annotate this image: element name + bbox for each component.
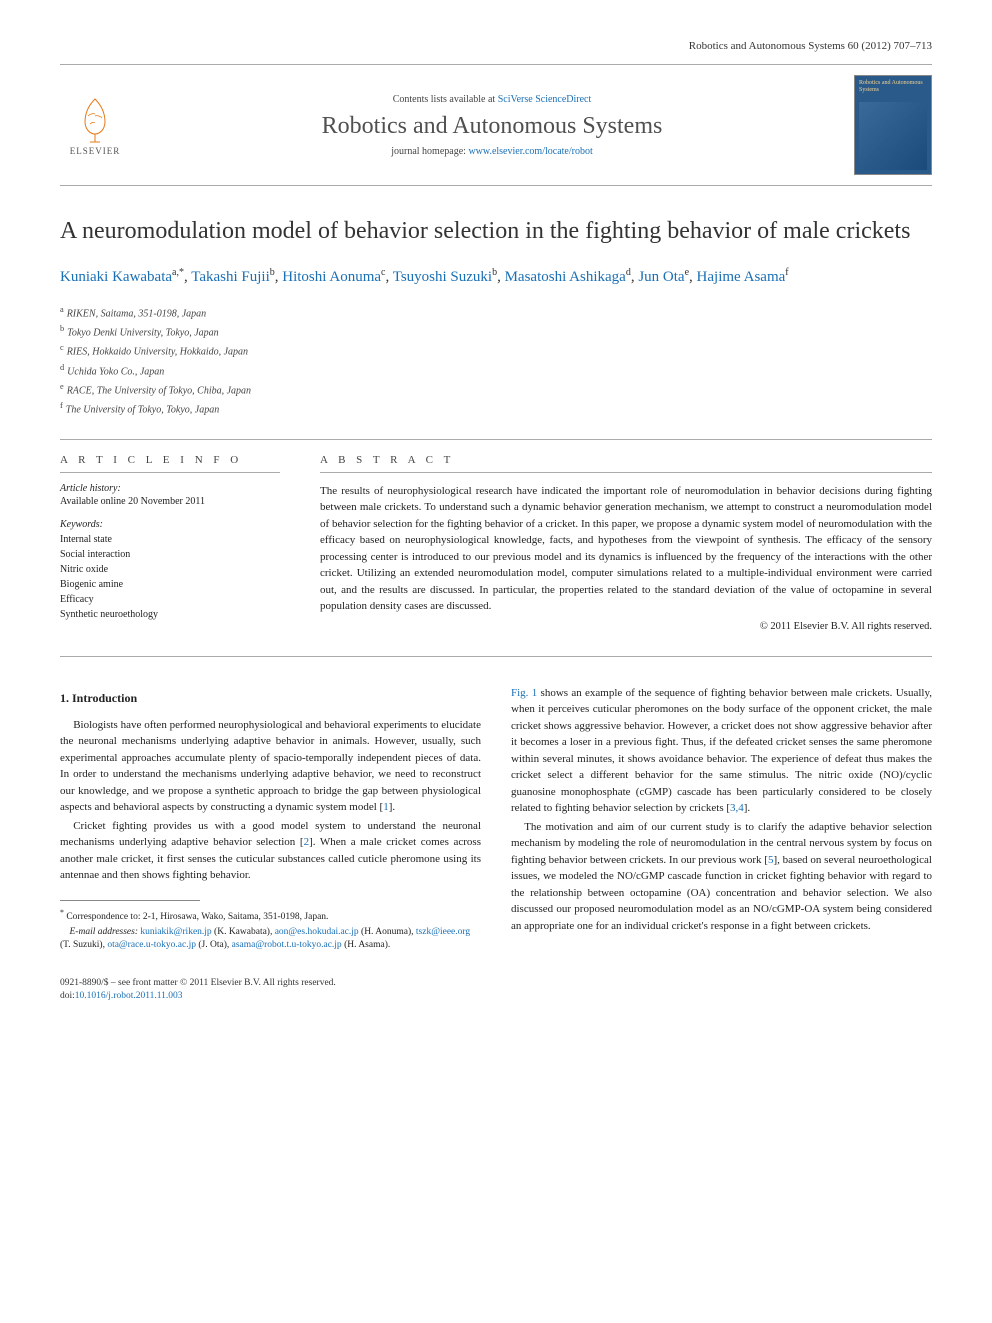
masthead: ELSEVIER Contents lists available at Sci… xyxy=(60,64,932,186)
correspondence-note: * Correspondence to: 2-1, Hirosawa, Wako… xyxy=(60,907,481,924)
author-link[interactable]: Hitoshi Aonuma xyxy=(282,269,381,285)
publisher-logo[interactable]: ELSEVIER xyxy=(60,90,130,160)
article-info-heading: A R T I C L E I N F O xyxy=(60,454,280,473)
author-link[interactable]: Hajime Asama xyxy=(697,269,786,285)
contents-prefix: Contents lists available at xyxy=(393,94,498,105)
body-paragraph: Biologists have often performed neurophy… xyxy=(60,717,481,816)
section-heading: 1. Introduction xyxy=(60,689,481,707)
article-info: A R T I C L E I N F O Article history: A… xyxy=(60,454,280,632)
author-link[interactable]: Kuniaki Kawabata xyxy=(60,269,172,285)
publisher-name: ELSEVIER xyxy=(70,146,121,156)
keywords-label: Keywords: xyxy=(60,519,280,530)
doi-line: doi:10.1016/j.robot.2011.11.003 xyxy=(60,990,932,1003)
affiliations: aRIKEN, Saitama, 351-0198, Japan bTokyo … xyxy=(60,303,932,419)
elsevier-tree-icon xyxy=(70,94,120,144)
keyword: Synthetic neuroethology xyxy=(60,607,280,622)
footnote-separator xyxy=(60,900,200,901)
journal-cover-thumb[interactable]: Robotics and Autonomous Systems xyxy=(854,75,932,175)
author-link[interactable]: Jun Ota xyxy=(638,269,684,285)
body-paragraph: Fig. 1 shows an example of the sequence … xyxy=(511,685,932,817)
body-paragraph: Cricket fighting provides us with a good… xyxy=(60,818,481,884)
article-title: A neuromodulation model of behavior sele… xyxy=(60,216,932,247)
abstract-text: The results of neurophysiological resear… xyxy=(320,483,932,615)
contents-line: Contents lists available at SciVerse Sci… xyxy=(150,94,834,105)
cover-image xyxy=(859,102,927,170)
email-addresses: E-mail addresses: kuniakik@riken.jp (K. … xyxy=(60,926,481,953)
body-text: 1. Introduction Biologists have often pe… xyxy=(60,685,932,953)
cover-title: Robotics and Autonomous Systems xyxy=(855,76,931,98)
affiliation: fThe University of Tokyo, Tokyo, Japan xyxy=(60,399,932,418)
email-link[interactable]: ota@race.u-tokyo.ac.jp xyxy=(107,940,196,950)
keywords-list: Internal state Social interaction Nitric… xyxy=(60,532,280,622)
keyword: Biogenic amine xyxy=(60,577,280,592)
affiliation: eRACE, The University of Tokyo, Chiba, J… xyxy=(60,380,932,399)
abstract-copyright: © 2011 Elsevier B.V. All rights reserved… xyxy=(320,621,932,632)
affiliation: dUchida Yoko Co., Japan xyxy=(60,361,932,380)
page-footer: 0921-8890/$ – see front matter © 2011 El… xyxy=(60,977,932,1004)
doi-link[interactable]: 10.1016/j.robot.2011.11.003 xyxy=(75,991,183,1001)
citation-link[interactable]: 3,4 xyxy=(730,802,744,814)
sciencedirect-link[interactable]: SciVerse ScienceDirect xyxy=(498,94,592,105)
keyword: Efficacy xyxy=(60,592,280,607)
author-link[interactable]: Takashi Fujii xyxy=(191,269,270,285)
author-link[interactable]: Masatoshi Ashikaga xyxy=(505,269,626,285)
homepage-link[interactable]: www.elsevier.com/locate/robot xyxy=(468,146,592,157)
keyword: Social interaction xyxy=(60,547,280,562)
email-link[interactable]: asama@robot.t.u-tokyo.ac.jp xyxy=(232,940,342,950)
email-link[interactable]: kuniakik@riken.jp xyxy=(140,927,211,937)
journal-title: Robotics and Autonomous Systems xyxy=(150,113,834,140)
affiliation: bTokyo Denki University, Tokyo, Japan xyxy=(60,322,932,341)
author-link[interactable]: Tsuyoshi Suzuki xyxy=(393,269,492,285)
history-text: Available online 20 November 2011 xyxy=(60,496,280,507)
history-label: Article history: xyxy=(60,483,280,494)
keyword: Nitric oxide xyxy=(60,562,280,577)
footnotes: * Correspondence to: 2-1, Hirosawa, Wako… xyxy=(60,907,481,953)
author-list: Kuniaki Kawabataa,*, Takashi Fujiib, Hit… xyxy=(60,265,932,289)
homepage-prefix: journal homepage: xyxy=(391,146,468,157)
body-paragraph: The motivation and aim of our current st… xyxy=(511,819,932,935)
affiliation: cRIES, Hokkaido University, Hokkaido, Ja… xyxy=(60,341,932,360)
email-link[interactable]: tszk@ieee.org xyxy=(416,927,470,937)
abstract: A B S T R A C T The results of neurophys… xyxy=(320,454,932,632)
masthead-center: Contents lists available at SciVerse Sci… xyxy=(150,94,834,157)
email-link[interactable]: aon@es.hokudai.ac.jp xyxy=(275,927,359,937)
running-head: Robotics and Autonomous Systems 60 (2012… xyxy=(60,40,932,52)
keyword: Internal state xyxy=(60,532,280,547)
abstract-heading: A B S T R A C T xyxy=(320,454,932,473)
info-abstract-row: A R T I C L E I N F O Article history: A… xyxy=(60,439,932,657)
homepage-line: journal homepage: www.elsevier.com/locat… xyxy=(150,146,834,157)
affiliation: aRIKEN, Saitama, 351-0198, Japan xyxy=(60,303,932,322)
issn-line: 0921-8890/$ – see front matter © 2011 El… xyxy=(60,977,932,990)
figure-link[interactable]: Fig. 1 xyxy=(511,687,537,699)
